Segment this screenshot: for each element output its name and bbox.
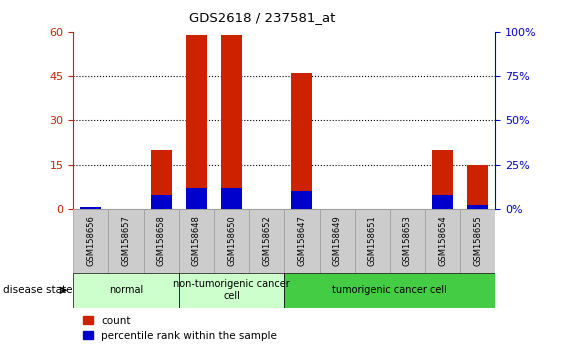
FancyBboxPatch shape	[249, 209, 284, 273]
Text: disease state: disease state	[3, 285, 72, 295]
Text: GSM158647: GSM158647	[297, 215, 306, 266]
Text: GSM158658: GSM158658	[157, 215, 166, 266]
Text: GSM158655: GSM158655	[473, 215, 482, 266]
Text: GSM158656: GSM158656	[86, 215, 95, 266]
FancyBboxPatch shape	[425, 209, 461, 273]
Text: GSM158654: GSM158654	[438, 215, 447, 266]
Bar	[292, 191, 312, 209]
Bar	[151, 150, 172, 209]
FancyBboxPatch shape	[320, 209, 355, 273]
FancyBboxPatch shape	[284, 273, 495, 308]
Text: GSM158649: GSM158649	[333, 215, 342, 266]
Bar	[432, 195, 453, 209]
Bar	[467, 205, 488, 209]
FancyBboxPatch shape	[73, 209, 108, 273]
FancyBboxPatch shape	[73, 273, 179, 308]
Text: GSM158657: GSM158657	[122, 215, 131, 266]
Text: GSM158651: GSM158651	[368, 215, 377, 266]
Text: GDS2618 / 237581_at: GDS2618 / 237581_at	[189, 11, 335, 24]
Text: GSM158653: GSM158653	[403, 215, 412, 266]
Text: normal: normal	[109, 285, 143, 295]
FancyBboxPatch shape	[214, 209, 249, 273]
Text: GSM158650: GSM158650	[227, 215, 236, 266]
FancyBboxPatch shape	[284, 209, 320, 273]
Text: GSM158652: GSM158652	[262, 215, 271, 266]
Text: GSM158648: GSM158648	[192, 215, 201, 266]
Text: tumorigenic cancer cell: tumorigenic cancer cell	[332, 285, 448, 295]
Bar	[186, 35, 207, 209]
Text: non-tumorigenic cancer
cell: non-tumorigenic cancer cell	[173, 279, 290, 301]
Bar	[221, 35, 242, 209]
FancyBboxPatch shape	[355, 209, 390, 273]
FancyBboxPatch shape	[179, 273, 284, 308]
FancyBboxPatch shape	[144, 209, 179, 273]
Bar	[221, 188, 242, 209]
Legend: count, percentile rank within the sample: count, percentile rank within the sample	[78, 312, 282, 345]
Bar	[80, 207, 101, 209]
FancyBboxPatch shape	[179, 209, 214, 273]
Bar	[151, 195, 172, 209]
FancyBboxPatch shape	[108, 209, 144, 273]
Bar	[432, 150, 453, 209]
FancyBboxPatch shape	[461, 209, 495, 273]
FancyBboxPatch shape	[390, 209, 425, 273]
Bar	[186, 188, 207, 209]
Bar	[467, 165, 488, 209]
Bar	[292, 73, 312, 209]
